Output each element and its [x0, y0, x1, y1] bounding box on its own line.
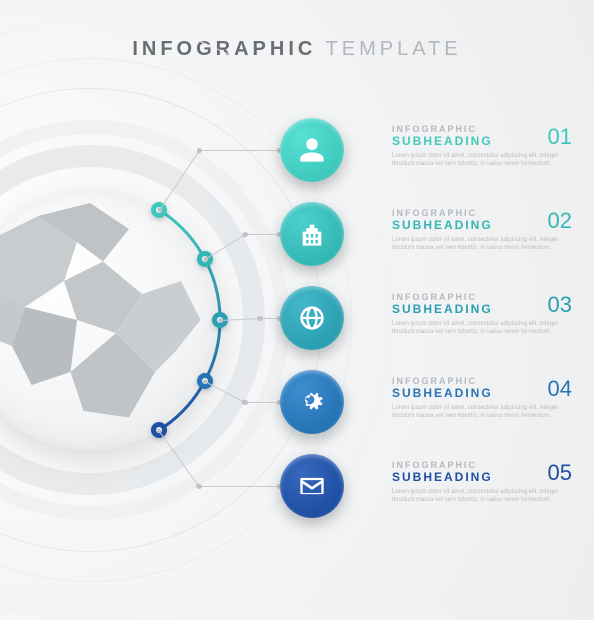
- item-number: 04: [548, 376, 572, 402]
- item-body: Lorem ipsum dolor sit amet, consectetur …: [392, 236, 572, 253]
- mail-icon: [298, 472, 326, 500]
- connector-b-1: [199, 150, 280, 151]
- arc: [0, 190, 220, 450]
- item-number: 02: [548, 208, 572, 234]
- connector-b-4: [245, 402, 280, 403]
- item-number: 03: [548, 292, 572, 318]
- item-circle-5: [280, 454, 344, 518]
- gears-icon: [298, 388, 326, 416]
- item-number: 05: [548, 460, 572, 486]
- item-kicker: INFOGRAPHIC: [392, 124, 572, 134]
- item-heading: SUBHEADING: [392, 386, 572, 400]
- item-kicker: INFOGRAPHIC: [392, 292, 572, 302]
- item-kicker: INFOGRAPHIC: [392, 460, 572, 470]
- item-text-1: INFOGRAPHICSUBHEADING01 Lorem ipsum dolor…: [392, 124, 572, 169]
- connector-b-2: [245, 234, 280, 235]
- item-body: Lorem ipsum dolor sit amet, consectetur …: [392, 404, 572, 421]
- connector-b-3: [260, 318, 280, 319]
- item-text-3: INFOGRAPHICSUBHEADING03 Lorem ipsum dolor…: [392, 292, 572, 337]
- item-heading: SUBHEADING: [392, 302, 572, 316]
- item-text-5: INFOGRAPHICSUBHEADING05 Lorem ipsum dolor…: [392, 460, 572, 505]
- item-heading: SUBHEADING: [392, 470, 572, 484]
- item-circle-2: [280, 202, 344, 266]
- item-circle-3: [280, 286, 344, 350]
- item-heading: SUBHEADING: [392, 218, 572, 232]
- person-icon: [298, 136, 326, 164]
- item-text-2: INFOGRAPHICSUBHEADING02 Lorem ipsum dolor…: [392, 208, 572, 253]
- item-kicker: INFOGRAPHIC: [392, 376, 572, 386]
- title-light: TEMPLATE: [326, 38, 462, 60]
- item-number: 01: [548, 124, 572, 150]
- item-body: Lorem ipsum dolor sit amet, consectetur …: [392, 488, 572, 505]
- item-body: Lorem ipsum dolor sit amet, consectetur …: [392, 152, 572, 169]
- item-kicker: INFOGRAPHIC: [392, 208, 572, 218]
- item-body: Lorem ipsum dolor sit amet, consectetur …: [392, 320, 572, 337]
- globe-icon: [298, 304, 326, 332]
- item-heading: SUBHEADING: [392, 134, 572, 148]
- item-circle-4: [280, 370, 344, 434]
- item-circle-1: [280, 118, 344, 182]
- item-text-4: INFOGRAPHICSUBHEADING04 Lorem ipsum dolor…: [392, 376, 572, 421]
- building-icon: [298, 220, 326, 248]
- connector-b-5: [199, 486, 280, 487]
